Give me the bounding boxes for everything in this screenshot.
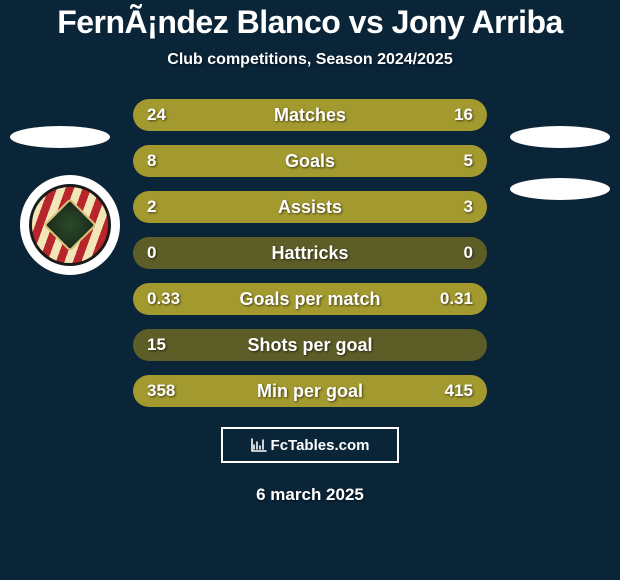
- stat-label: Assists: [278, 197, 342, 218]
- stat-label: Matches: [274, 105, 346, 126]
- stat-row: 358 Min per goal 415: [133, 375, 487, 407]
- date-text: 6 march 2025: [256, 485, 364, 505]
- stat-value-right: 415: [445, 381, 473, 401]
- stat-value-left: 0.33: [147, 289, 180, 309]
- stats-list: 24 Matches 16 8 Goals 5 2 Assists 3 0 Hattricks 0 0.…: [0, 99, 620, 407]
- stat-value-left: 358: [147, 381, 175, 401]
- stat-value-right: 0: [464, 243, 473, 263]
- stat-value-right: 5: [464, 151, 473, 171]
- subtitle: Club competitions, Season 2024/2025: [167, 51, 452, 69]
- chart-icon: [251, 438, 267, 452]
- stat-value-right: 3: [464, 197, 473, 217]
- stat-value-right: 0.31: [440, 289, 473, 309]
- stat-row: 8 Goals 5: [133, 145, 487, 177]
- page-title: FernÃ¡ndez Blanco vs Jony Arriba: [57, 4, 563, 41]
- stat-row: 0 Hattricks 0: [133, 237, 487, 269]
- stat-label: Min per goal: [257, 381, 363, 402]
- comparison-card: FernÃ¡ndez Blanco vs Jony Arriba Club co…: [0, 0, 620, 580]
- stat-label: Goals per match: [239, 289, 380, 310]
- stat-row: 15 Shots per goal: [133, 329, 487, 361]
- stat-label: Hattricks: [271, 243, 348, 264]
- stat-row: 2 Assists 3: [133, 191, 487, 223]
- stat-label: Shots per goal: [247, 335, 372, 356]
- stat-value-right: 16: [454, 105, 473, 125]
- stat-value-left: 2: [147, 197, 156, 217]
- brand-box[interactable]: FcTables.com: [221, 427, 399, 463]
- stat-value-left: 15: [147, 335, 166, 355]
- stat-label: Goals: [285, 151, 335, 172]
- stat-value-left: 24: [147, 105, 166, 125]
- stat-row: 24 Matches 16: [133, 99, 487, 131]
- stat-row: 0.33 Goals per match 0.31: [133, 283, 487, 315]
- stat-value-left: 0: [147, 243, 156, 263]
- brand-label: FcTables.com: [271, 437, 370, 454]
- stat-value-left: 8: [147, 151, 156, 171]
